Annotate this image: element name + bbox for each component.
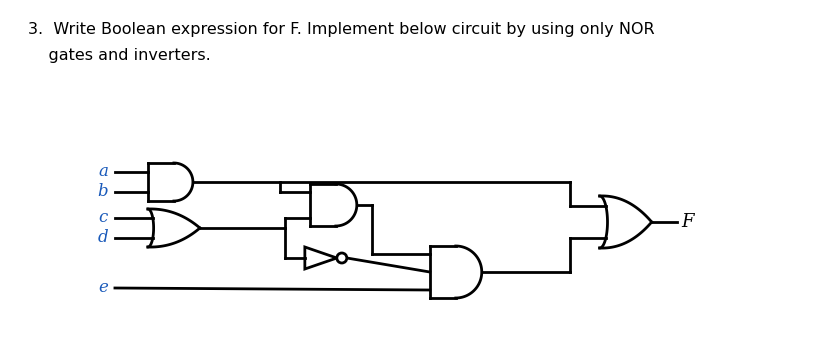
Text: F: F [681, 213, 694, 231]
Text: b: b [97, 184, 108, 200]
Text: e: e [98, 280, 108, 297]
Text: a: a [98, 163, 108, 180]
Text: 3.  Write Boolean expression for F. Implement below circuit by using only NOR: 3. Write Boolean expression for F. Imple… [28, 22, 655, 37]
Text: c: c [99, 209, 108, 227]
Text: d: d [97, 229, 108, 246]
Circle shape [337, 253, 347, 263]
Text: gates and inverters.: gates and inverters. [28, 48, 211, 63]
